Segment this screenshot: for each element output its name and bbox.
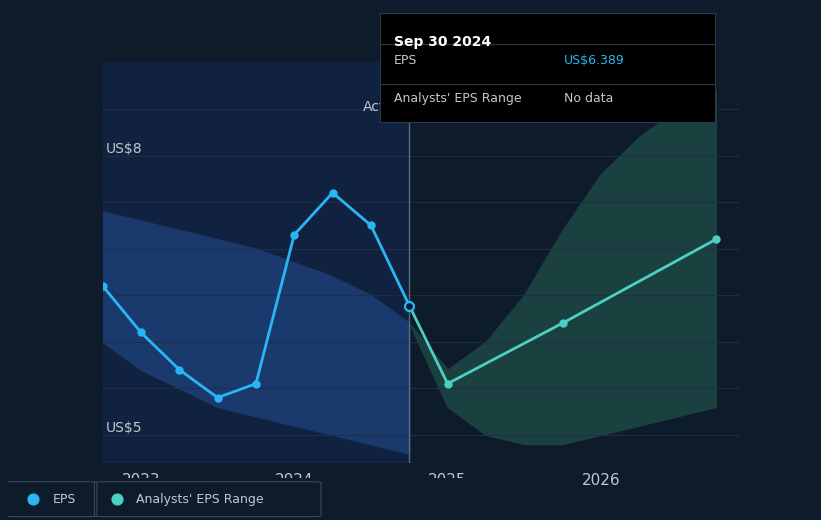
Point <box>402 302 415 310</box>
Point <box>365 221 378 229</box>
Text: Actual: Actual <box>363 100 406 114</box>
Point <box>211 394 224 402</box>
Bar <box>103 62 409 463</box>
Point <box>556 319 569 327</box>
Point <box>709 235 722 243</box>
Point <box>441 380 454 388</box>
Point <box>472 306 485 314</box>
Point <box>135 328 148 336</box>
Text: US$5: US$5 <box>106 421 142 435</box>
Text: EPS: EPS <box>53 493 76 505</box>
Text: Analysts' EPS Range: Analysts' EPS Range <box>393 92 521 105</box>
Point <box>250 380 263 388</box>
Point <box>172 366 186 374</box>
Point <box>96 282 109 290</box>
Text: US$8: US$8 <box>106 141 142 155</box>
Text: Sep 30 2024: Sep 30 2024 <box>393 35 491 49</box>
Text: EPS: EPS <box>393 55 417 68</box>
Point <box>402 302 415 310</box>
Point <box>287 230 300 239</box>
Text: Analysts Forecasts: Analysts Forecasts <box>417 100 546 114</box>
Text: US$6.389: US$6.389 <box>564 55 625 68</box>
Point <box>326 189 339 197</box>
Text: No data: No data <box>564 92 614 105</box>
Text: Analysts' EPS Range: Analysts' EPS Range <box>136 493 264 505</box>
